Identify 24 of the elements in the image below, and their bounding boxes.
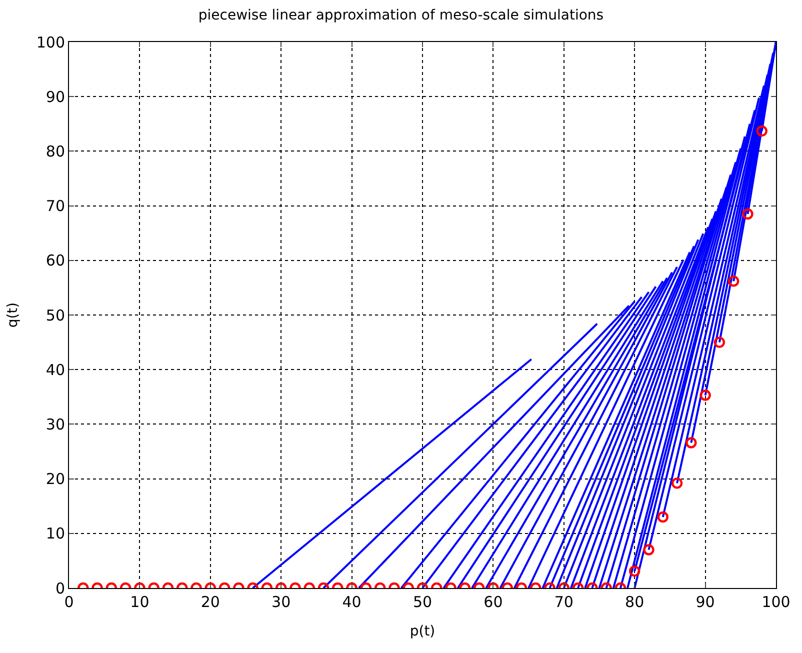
x-tick-label: 100 [762, 593, 790, 611]
y-tick-label: 50 [46, 306, 65, 324]
x-tick-label: 90 [696, 593, 715, 611]
y-tick-label: 40 [46, 360, 65, 379]
y-tick-label: 0 [55, 579, 65, 598]
x-tick-label: 50 [412, 593, 432, 611]
y-tick-label: 60 [46, 252, 65, 270]
x-tick-label: 10 [130, 593, 150, 611]
y-tick-label: 100 [36, 33, 65, 52]
x-tick-label: 30 [272, 593, 291, 611]
chart-title: piecewise linear approximation of meso-scale simulations [198, 8, 604, 24]
y-tick-label: 30 [46, 415, 65, 434]
y-tick-label: 70 [46, 197, 65, 216]
x-tick-label: 60 [484, 593, 503, 611]
x-tick-label: 70 [554, 593, 574, 611]
x-tick-label: 20 [200, 593, 220, 611]
x-tick-label: 80 [625, 593, 644, 611]
x-axis-title: p(t) [410, 623, 436, 640]
y-tick-label: 90 [46, 88, 65, 106]
y-axis-title: q(t) [4, 302, 21, 328]
x-tick-label: 40 [342, 593, 362, 611]
y-tick-label: 80 [46, 142, 65, 160]
y-tick-label: 20 [46, 470, 65, 488]
y-tick-label: 10 [46, 524, 65, 543]
